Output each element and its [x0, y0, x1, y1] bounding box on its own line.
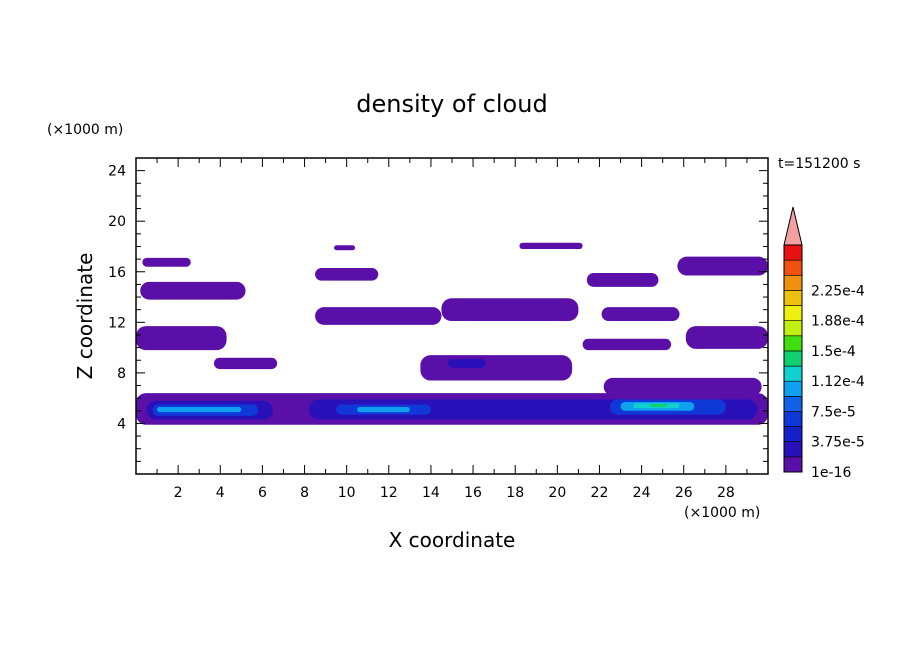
x-tick-label: 16: [464, 485, 482, 501]
colorbar-segment: [783, 274, 803, 291]
colorbar-segment: [783, 411, 803, 427]
x-unit-label: (×1000 m): [684, 505, 760, 521]
x-axis-label: X coordinate: [389, 528, 516, 552]
time-label: t=151200 s: [778, 156, 860, 172]
colorbar-segment: [783, 305, 803, 321]
colorbar-label: 1e-16: [811, 465, 851, 481]
colorbar-segment: [783, 456, 803, 473]
x-tick-label: 10: [338, 485, 356, 501]
x-tick-label: 28: [717, 485, 735, 501]
y-axis-label: Z coordinate: [73, 253, 97, 380]
x-tick-label: 6: [258, 485, 267, 501]
plot-area: [135, 157, 769, 475]
contour-regions: [136, 242, 768, 425]
x-tick-label: 4: [216, 485, 225, 501]
colorbar-frame: [783, 244, 803, 473]
contour-region: [315, 267, 379, 281]
y-tick-label: 20: [108, 214, 126, 230]
x-tick-label: 12: [380, 485, 398, 501]
contour-region: [685, 326, 768, 349]
contour-region: [677, 256, 768, 276]
colorbar-segment: [783, 396, 803, 412]
x-tick-label: 2: [174, 485, 183, 501]
contour-region: [334, 245, 356, 251]
contour-region: [441, 298, 579, 322]
chart-title: density of cloud: [356, 90, 547, 118]
contour-region: [650, 403, 667, 408]
colorbar-segment: [783, 365, 803, 382]
colorbar: 1e-16 3.75e-5 7.5e-5 1.12e-4 1.5e-4 1.88e-4 2.…: [783, 206, 865, 481]
colorbar-segment: [783, 350, 803, 367]
contour-region: [420, 355, 573, 381]
y-tick-label: 24: [108, 164, 126, 180]
colorbar-segment: [783, 441, 803, 458]
contour-region: [315, 307, 442, 325]
colorbar-segment: [783, 335, 803, 352]
y-unit-label: (×1000 m): [47, 122, 123, 138]
contour-region: [519, 242, 583, 250]
x-tick-label: 8: [300, 485, 309, 501]
x-tick-label: 18: [506, 485, 524, 501]
contour-region: [447, 358, 486, 368]
contour-region: [136, 326, 227, 351]
y-tick-label: 8: [117, 366, 126, 382]
colorbar-label: 3.75e-5: [811, 435, 865, 451]
contour-region: [586, 273, 659, 287]
y-tick-label: 16: [108, 265, 126, 281]
colorbar-segment: [783, 320, 803, 337]
contour-region: [582, 338, 672, 351]
colorbar-extension: [783, 206, 803, 246]
x-tick-label: 22: [591, 485, 609, 501]
x-tick-label: 24: [633, 485, 651, 501]
contour-region: [357, 407, 410, 413]
contour-region: [603, 377, 762, 396]
colorbar-segment: [783, 290, 803, 306]
colorbar-label: 2.25e-4: [811, 283, 865, 299]
colorbar-label: 1.88e-4: [811, 314, 865, 330]
contour-region: [601, 307, 680, 322]
colorbar-label: 1.12e-4: [811, 374, 865, 390]
colorbar-segment: [783, 380, 803, 397]
colorbar-segment: [783, 244, 803, 261]
colorbar-label: 7.5e-5: [811, 404, 856, 420]
y-tick-label: 12: [108, 315, 126, 331]
contour-region: [142, 257, 191, 267]
contour-region: [157, 407, 242, 413]
y-tick-label: 4: [117, 416, 126, 432]
colorbar-segment: [783, 426, 803, 443]
colorbar-segment: [783, 259, 803, 276]
contour-region: [140, 281, 246, 300]
x-tick-label: 26: [675, 485, 693, 501]
x-tick-label: 20: [548, 485, 566, 501]
x-tick-label: 14: [422, 485, 440, 501]
colorbar-label: 1.5e-4: [811, 344, 856, 360]
contour-region: [213, 357, 278, 370]
